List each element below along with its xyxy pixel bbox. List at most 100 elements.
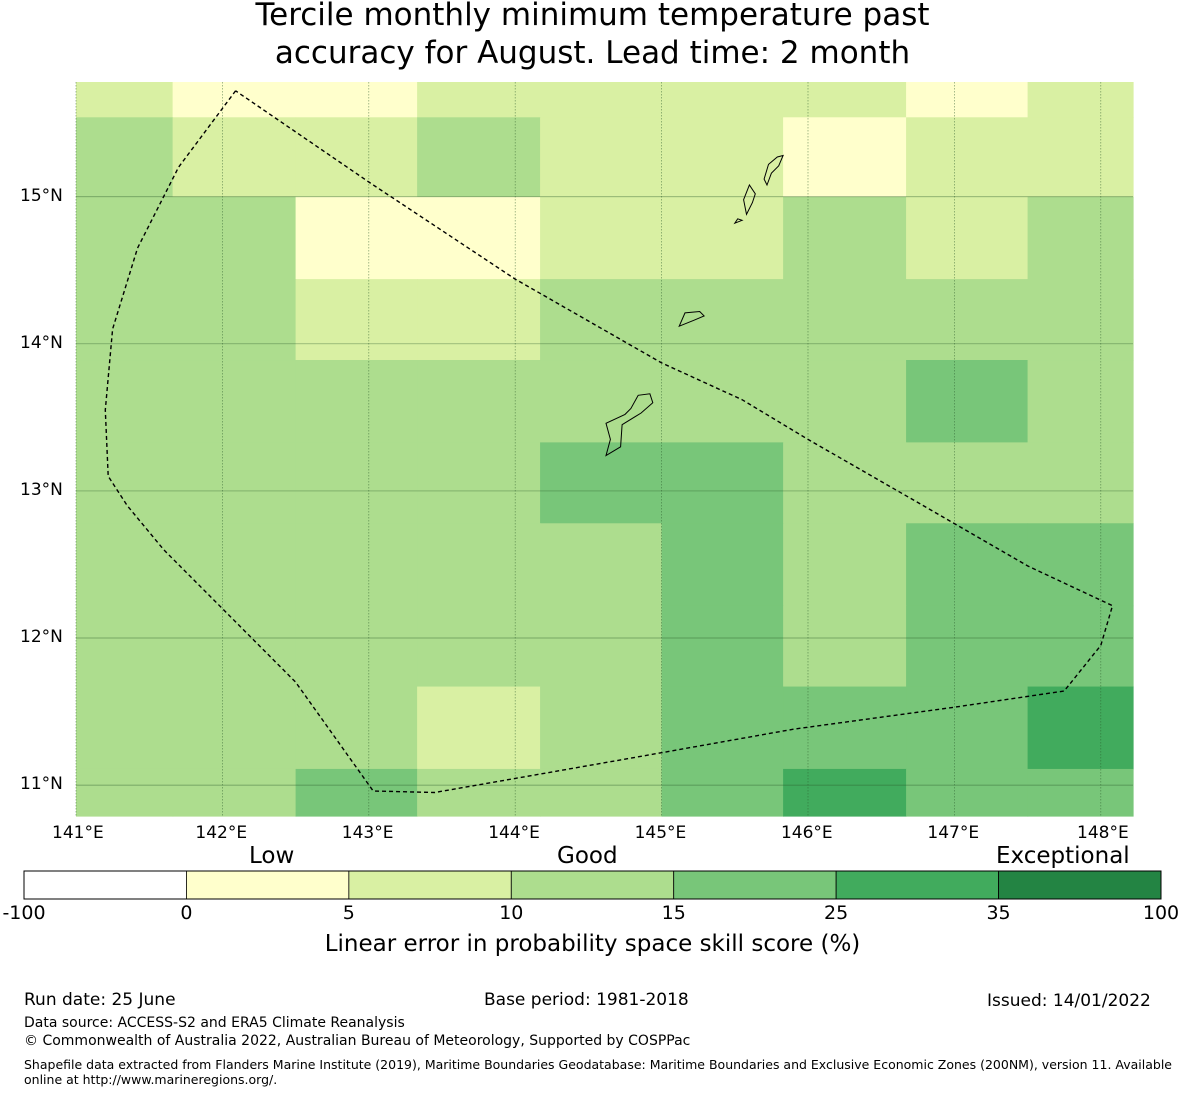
title-line-1: Tercile monthly minimum temperature past: [255, 0, 930, 33]
skill-cell: [172, 768, 297, 817]
island-outline: [743, 183, 756, 216]
skill-cell: [1027, 360, 1134, 443]
skill-cell: [295, 117, 418, 198]
skill-cell: [906, 523, 1029, 607]
skill-cell: [783, 442, 907, 524]
skill-cell: [1027, 523, 1134, 607]
skill-cell: [172, 196, 297, 280]
skill-cell: [661, 279, 784, 361]
lat-label-11: 11°N: [20, 774, 63, 795]
colorbar-segment: [998, 870, 1162, 900]
colorbar-segment: [510, 870, 675, 900]
skill-cell: [76, 605, 174, 688]
skill-cell: [76, 523, 174, 607]
cb-tick-label: 25: [824, 902, 849, 924]
skill-cell: [906, 196, 1029, 280]
skill-cell: [417, 442, 541, 524]
skill-cell: [906, 117, 1029, 198]
colorbar-frame: [23, 870, 1162, 900]
skill-cell: [1027, 442, 1134, 524]
skill-cell: [295, 768, 418, 817]
skill-cell: [417, 117, 541, 198]
skill-cell: [540, 523, 663, 607]
lat-label-12: 12°N: [20, 627, 63, 648]
cb-tick-label: 5: [342, 902, 355, 924]
skill-cell: [1027, 605, 1134, 688]
skill-cell: [295, 442, 418, 524]
skill-cell: [417, 523, 541, 607]
colorbar-segment: [835, 870, 999, 900]
skill-cell: [1027, 82, 1134, 118]
skill-cell: [76, 196, 174, 280]
island-outline: [678, 310, 705, 328]
skill-cell: [783, 523, 907, 607]
skill-cell: [540, 279, 663, 361]
skill-cell: [540, 768, 663, 817]
skill-cell: [172, 360, 297, 443]
skill-cell: [661, 442, 784, 524]
skill-cell: [417, 768, 541, 817]
skill-cell: [76, 442, 174, 524]
skill-cell: [783, 686, 907, 770]
copyright: © Commonwealth of Australia 2022, Austra…: [24, 1033, 691, 1049]
skill-cell: [661, 686, 784, 770]
lat-label-14: 14°N: [20, 332, 63, 353]
skill-cell: [906, 605, 1029, 688]
category-exceptional: Exceptional: [996, 843, 1130, 869]
skill-cell: [661, 360, 784, 443]
colorbar-segment: [23, 870, 187, 900]
lon-label-145: 145°E: [634, 823, 687, 843]
lon-label-144: 144°E: [488, 823, 540, 843]
run-date: Run date: 25 June: [24, 990, 176, 1010]
colorbar-segment: [348, 870, 512, 900]
skill-cell: [417, 279, 541, 361]
skill-cell: [783, 82, 907, 118]
skill-cell: [540, 442, 663, 524]
skill-cell: [661, 605, 784, 688]
data-source: Data source: ACCESS-S2 and ERA5 Climate …: [24, 1015, 405, 1031]
skill-cells: [76, 82, 1134, 817]
base-period: Base period: 1981-2018: [484, 990, 689, 1010]
skill-cell: [76, 279, 174, 361]
skill-cell: [76, 82, 174, 118]
skill-cell: [417, 686, 541, 770]
skill-cell: [906, 442, 1029, 524]
skill-cell: [295, 279, 418, 361]
category-good: Good: [557, 843, 618, 869]
island-outline: [763, 154, 784, 187]
skill-cell: [783, 279, 907, 361]
skill-cell: [172, 82, 297, 118]
lon-label-147: 147°E: [927, 823, 980, 843]
cb-tick-label: 35: [986, 902, 1011, 924]
skill-cell: [906, 768, 1029, 817]
skill-cell: [172, 605, 297, 688]
skill-cell: [295, 686, 418, 770]
skill-cell: [172, 686, 297, 770]
skill-cell: [906, 279, 1029, 361]
skill-cell: [1027, 279, 1134, 361]
skill-cell: [906, 82, 1029, 118]
skill-cell: [783, 768, 907, 817]
skill-cell: [661, 768, 784, 817]
skill-cell: [417, 82, 541, 118]
island-outline: [605, 393, 654, 457]
graticule: [75, 82, 1133, 816]
islands: [605, 154, 784, 457]
lon-label-148: 148°E: [1077, 823, 1129, 843]
skill-cell: [76, 768, 174, 817]
skill-cell: [540, 360, 663, 443]
skill-cell: [783, 117, 907, 198]
skill-cell: [76, 686, 174, 770]
lon-label-142: 142°E: [195, 823, 248, 843]
skill-cell: [295, 523, 418, 607]
skill-cell: [1027, 117, 1134, 198]
skill-cell: [76, 117, 174, 198]
shapefile-credit: Shapefile data extracted from Flanders M…: [24, 1057, 1172, 1087]
skill-cell: [1027, 196, 1134, 280]
skill-cell: [295, 82, 418, 118]
skill-cell: [295, 605, 418, 688]
skill-cell: [172, 117, 297, 198]
skill-cell: [417, 196, 541, 280]
skill-cell: [1027, 768, 1134, 817]
skill-cell: [540, 117, 663, 198]
